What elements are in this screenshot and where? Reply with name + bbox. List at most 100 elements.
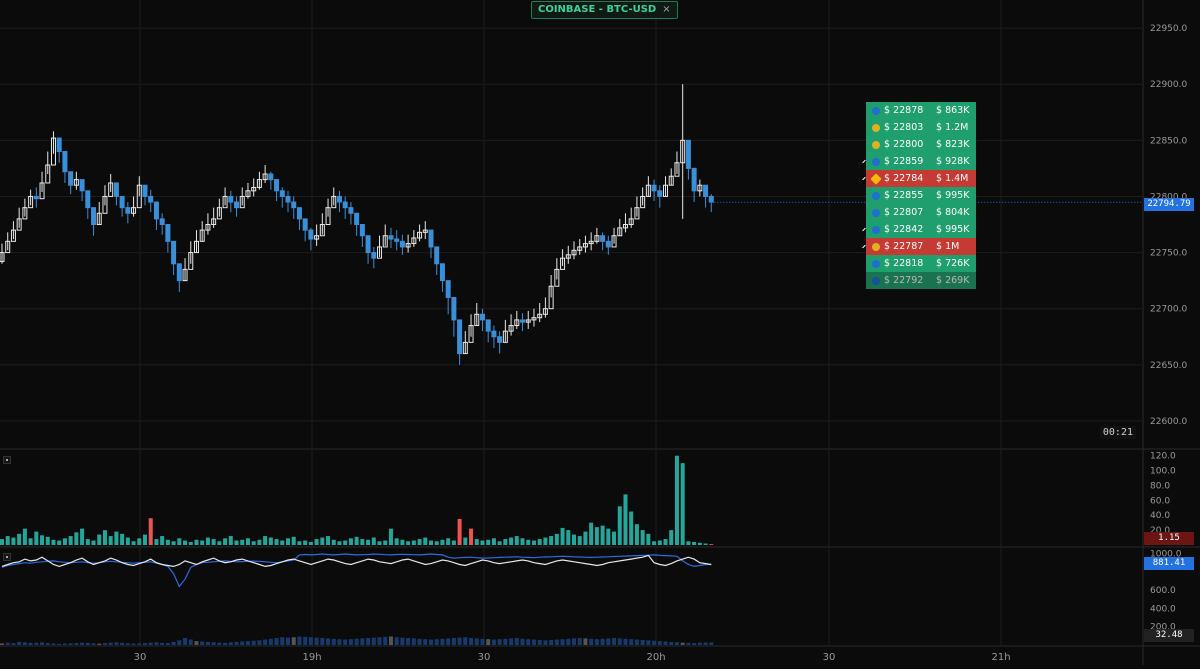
trade-row: $ 22792 $ 269K <box>866 272 976 289</box>
trade-size: $ 1M <box>936 241 960 252</box>
volume-bar <box>577 536 582 545</box>
volume-bar <box>257 539 262 545</box>
indicator-bar <box>400 637 405 645</box>
axes-layer: 30 19h 30 20h 30 21h 22950.0 22900.0 22850.0 2280… <box>134 24 1188 663</box>
indicator-pane-handle-icon[interactable] <box>3 553 11 561</box>
ticker-badge[interactable]: COINBASE - BTC-USD × <box>531 1 678 19</box>
candle-body <box>354 212 360 225</box>
volume-bar <box>451 540 456 545</box>
indicator-bar <box>245 641 250 645</box>
indicator-bar <box>446 638 451 645</box>
volume-bar <box>97 534 102 545</box>
trade-row: $ 22818 $ 726K <box>866 255 976 272</box>
indicator-bar <box>62 643 67 645</box>
indicator-bar <box>314 637 319 645</box>
candle-body <box>663 184 669 197</box>
volume-bar <box>400 539 405 545</box>
trade-size: $ 928K <box>936 156 970 167</box>
candle-body <box>508 325 514 332</box>
volume-pane-handle-icon[interactable] <box>3 456 11 464</box>
volume-bar <box>423 537 428 545</box>
volume-bar <box>200 540 205 545</box>
indicator-bar <box>125 643 130 645</box>
candle-body <box>708 195 714 203</box>
indicator-bar <box>257 640 262 645</box>
indicator-bar <box>629 639 634 645</box>
volume-bar <box>314 539 319 545</box>
candle-body <box>296 207 302 220</box>
candle-body <box>514 319 520 327</box>
indicator-bar <box>514 638 519 645</box>
volume-tick-label: 100.0 <box>1150 467 1176 477</box>
trade-price: $ 22784 <box>884 173 924 184</box>
indicator-bar <box>91 643 96 645</box>
candle-body <box>256 179 262 188</box>
volume-bar <box>268 537 273 545</box>
volume-bar <box>360 539 365 545</box>
indicator-bar <box>131 643 136 645</box>
volume-bar <box>108 536 113 545</box>
candle-body <box>474 313 480 327</box>
indicator-bar <box>509 638 514 645</box>
candle-body <box>497 336 503 343</box>
trade-price: $ 22800 <box>884 139 924 150</box>
candle-body <box>279 190 285 197</box>
volume-bar <box>429 540 433 545</box>
volume-bar <box>417 539 422 545</box>
candle-body <box>16 218 22 231</box>
trade-row: $ 22859 $ 928K <box>862 153 976 170</box>
volume-bar <box>143 534 147 545</box>
volume-bar <box>80 528 85 545</box>
indicator-bar <box>429 639 433 645</box>
candle-body <box>651 184 657 192</box>
indicator-bar <box>686 642 691 645</box>
candle-body <box>308 229 314 240</box>
volume-bar <box>486 539 491 545</box>
candle-body <box>199 229 205 242</box>
candle-body <box>159 218 165 225</box>
indicator-bar <box>709 642 714 645</box>
volume-bar <box>600 525 605 545</box>
candle-body <box>262 173 268 181</box>
candle-body <box>388 235 394 240</box>
trade-size: $ 804K <box>936 207 970 218</box>
candle-body <box>33 195 39 200</box>
indicator-bar <box>5 642 10 645</box>
volume-bar <box>291 536 296 545</box>
indicator-bar <box>102 643 107 645</box>
volume-bar <box>125 537 130 545</box>
indicator-bar <box>531 639 536 645</box>
trade-size: $ 726K <box>936 258 970 269</box>
volume-bar <box>383 540 388 545</box>
price-tick-label: 22850.0 <box>1150 136 1187 146</box>
volume-bar <box>657 540 662 545</box>
volume-bar <box>497 541 502 545</box>
volume-bar <box>446 538 451 545</box>
indicator-bar <box>572 638 576 645</box>
indicator-bar <box>57 643 62 645</box>
volume-bar <box>680 463 685 545</box>
indicator-bar <box>612 638 617 645</box>
indicator-bar <box>297 636 302 645</box>
volume-bar <box>57 540 62 545</box>
volume-tick-label: 20.0 <box>1150 526 1170 536</box>
indicator-bar <box>589 638 594 645</box>
indicator-bar <box>274 638 279 645</box>
indicator-bar <box>74 643 79 645</box>
indicator-bar <box>114 642 119 645</box>
candle-body <box>605 240 611 248</box>
candle-body <box>703 184 709 197</box>
indicator-bar <box>143 643 147 645</box>
close-icon[interactable]: × <box>662 4 671 15</box>
indicator-bar <box>486 639 491 645</box>
candle-body <box>10 229 16 242</box>
candle-body <box>68 171 74 186</box>
candle-body <box>680 139 686 164</box>
indicator-tick-label: 1000.0 <box>1150 550 1182 560</box>
candle-body <box>319 224 325 237</box>
trade-row: $ 22878 $ 863K <box>866 102 976 119</box>
indicator-bar <box>423 639 428 645</box>
circle-icon <box>872 225 880 234</box>
